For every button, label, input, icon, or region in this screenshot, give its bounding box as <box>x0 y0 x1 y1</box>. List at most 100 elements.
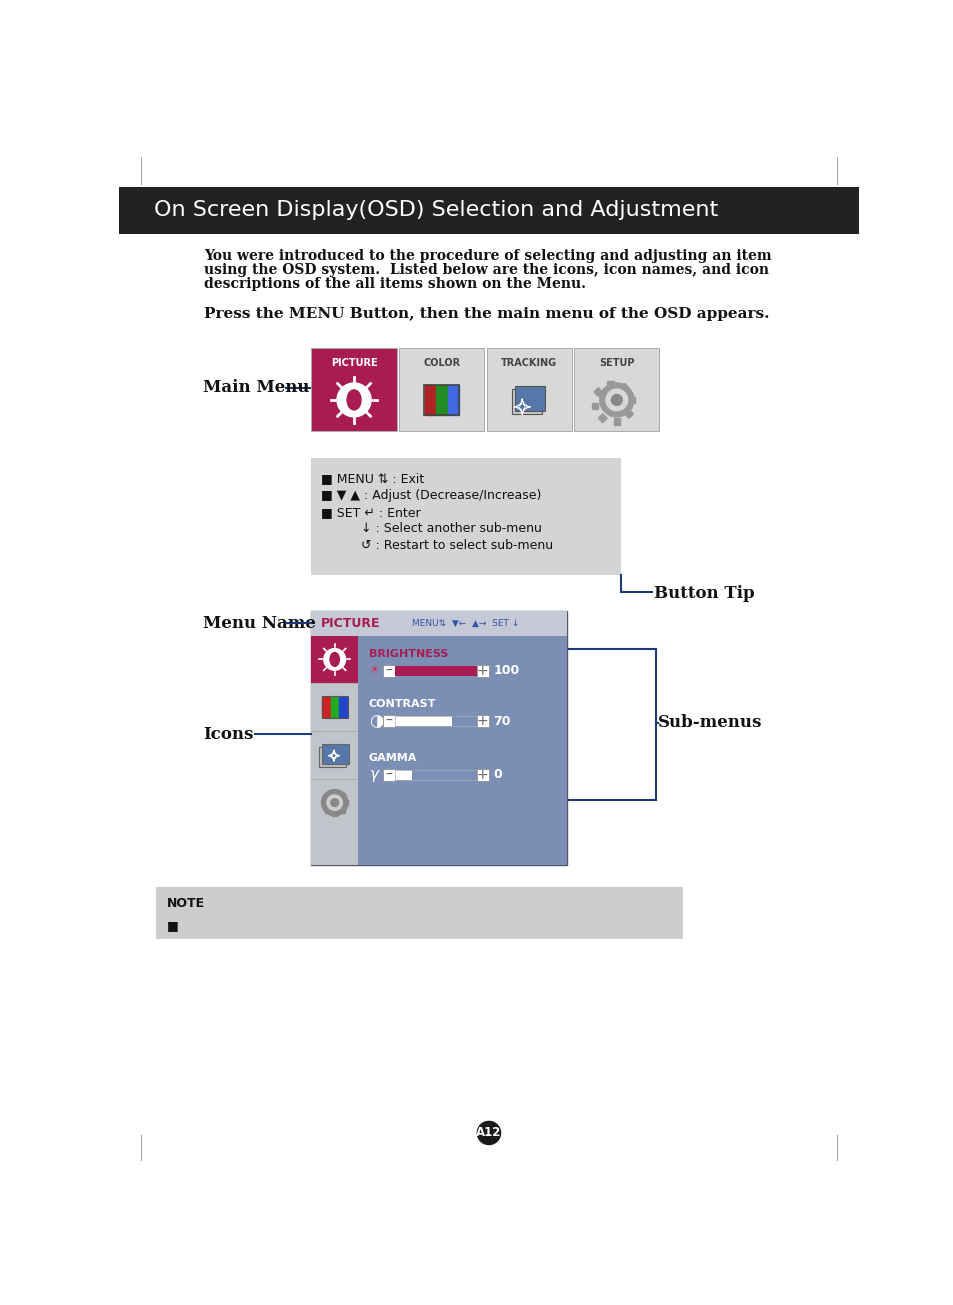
Bar <box>476 664 488 677</box>
Bar <box>311 611 567 636</box>
Text: using the OSD system.  Listed below are the icons, icon names, and icon: using the OSD system. Listed below are t… <box>204 262 769 277</box>
Text: ■ ▼ ▲ : Adjust (Decrease/Increase): ■ ▼ ▲ : Adjust (Decrease/Increase) <box>320 489 540 502</box>
Bar <box>619 384 628 391</box>
Bar <box>311 826 357 865</box>
Bar <box>322 697 330 718</box>
Circle shape <box>599 382 633 416</box>
Text: NOTE: NOTE <box>167 898 205 911</box>
Bar <box>613 419 619 424</box>
Bar <box>311 458 620 576</box>
Bar <box>311 636 357 684</box>
Bar <box>607 381 613 388</box>
Bar <box>395 716 476 726</box>
Bar <box>357 636 567 865</box>
Bar <box>624 410 633 418</box>
Text: ◑: ◑ <box>369 713 383 729</box>
Text: Main Menu: Main Menu <box>203 378 309 397</box>
Text: PICTURE: PICTURE <box>331 359 377 368</box>
Text: MENU⇅  ▼←  ▲→  SET ↓: MENU⇅ ▼← ▲→ SET ↓ <box>412 619 518 628</box>
Bar <box>594 388 602 397</box>
Text: Icons: Icons <box>203 726 253 743</box>
Circle shape <box>476 1121 500 1144</box>
Text: ■ MENU ⇅ : Exit: ■ MENU ⇅ : Exit <box>320 472 423 485</box>
Bar <box>486 347 571 431</box>
Text: –: – <box>385 714 392 728</box>
Bar <box>343 800 348 805</box>
Text: +: + <box>476 664 488 679</box>
Circle shape <box>327 795 342 810</box>
Text: PICTURE: PICTURE <box>320 617 380 630</box>
Circle shape <box>605 389 627 411</box>
Bar <box>592 403 598 410</box>
Ellipse shape <box>347 390 360 410</box>
Bar <box>319 748 345 767</box>
Text: +: + <box>476 767 488 782</box>
Bar <box>629 397 635 403</box>
Bar <box>321 800 326 805</box>
Text: A12: A12 <box>476 1126 501 1139</box>
Bar <box>382 664 395 677</box>
Circle shape <box>323 649 345 671</box>
Text: 0: 0 <box>493 769 502 782</box>
Bar <box>512 389 541 414</box>
Bar <box>339 792 344 797</box>
Bar <box>332 790 336 795</box>
Text: descriptions of the all items shown on the Menu.: descriptions of the all items shown on t… <box>204 277 586 291</box>
Bar <box>424 385 435 415</box>
Text: +: + <box>476 714 488 728</box>
Bar <box>476 715 488 727</box>
Bar <box>119 188 858 234</box>
Circle shape <box>611 394 621 406</box>
Text: Press the MENU Button, then the main menu of the OSD appears.: Press the MENU Button, then the main men… <box>204 307 769 321</box>
Bar <box>395 770 412 779</box>
Bar <box>598 414 606 423</box>
Circle shape <box>336 382 371 416</box>
Bar <box>423 385 459 415</box>
Text: 70: 70 <box>493 715 511 727</box>
Text: 100: 100 <box>493 664 519 677</box>
Bar <box>332 812 336 816</box>
Text: ↓ : Select another sub-menu: ↓ : Select another sub-menu <box>320 522 541 535</box>
Text: You were introduced to the procedure of selecting and adjusting an item: You were introduced to the procedure of … <box>204 249 771 264</box>
Bar <box>395 716 452 726</box>
Bar <box>322 744 348 765</box>
Bar <box>156 886 682 938</box>
Text: GAMMA: GAMMA <box>369 753 416 763</box>
Text: CONTRAST: CONTRAST <box>369 699 436 710</box>
Text: ↺ : Restart to select sub-menu: ↺ : Restart to select sub-menu <box>320 539 553 552</box>
Bar <box>395 770 476 779</box>
Text: BRIGHTNESS: BRIGHTNESS <box>369 650 448 659</box>
Circle shape <box>331 799 338 806</box>
Ellipse shape <box>330 652 339 667</box>
Bar <box>339 808 344 813</box>
Text: Button Tip: Button Tip <box>654 585 754 602</box>
Bar <box>382 715 395 727</box>
Bar <box>311 611 567 865</box>
Bar <box>311 347 396 431</box>
Bar <box>395 667 476 676</box>
Bar <box>331 697 338 718</box>
Bar <box>324 792 329 797</box>
Circle shape <box>321 790 348 816</box>
Bar <box>574 347 659 431</box>
Text: TRACKING: TRACKING <box>500 359 557 368</box>
Bar <box>476 769 488 782</box>
Text: ☀: ☀ <box>369 664 379 677</box>
Text: –: – <box>385 664 392 679</box>
Text: On Screen Display(OSD) Selection and Adjustment: On Screen Display(OSD) Selection and Adj… <box>154 201 718 221</box>
Text: COLOR: COLOR <box>422 359 459 368</box>
Bar <box>382 769 395 782</box>
Text: γ: γ <box>370 767 379 783</box>
Bar <box>436 385 447 415</box>
Text: Menu Name: Menu Name <box>203 615 315 632</box>
Text: Sub-menus: Sub-menus <box>658 714 761 731</box>
Bar <box>398 347 484 431</box>
Bar <box>324 808 329 813</box>
Bar <box>311 636 357 865</box>
Bar <box>321 697 348 718</box>
Bar <box>447 385 458 415</box>
Text: SETUP: SETUP <box>598 359 634 368</box>
Bar <box>515 386 544 411</box>
Bar <box>339 697 347 718</box>
Text: ■ SET ↵ : Enter: ■ SET ↵ : Enter <box>320 506 420 519</box>
